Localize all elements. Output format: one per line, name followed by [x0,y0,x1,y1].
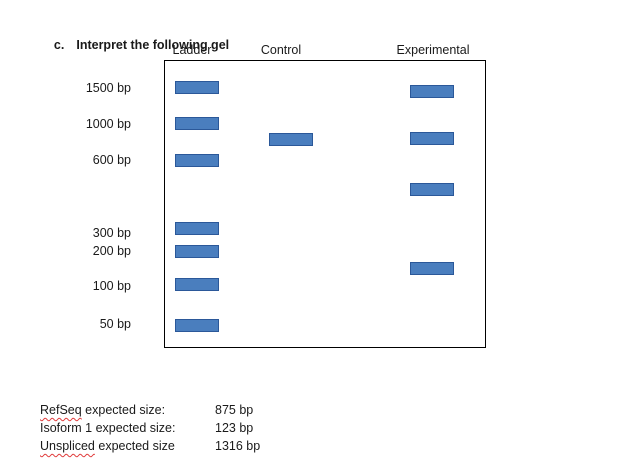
expected-size-label: Isoform 1 expected size: [40,421,176,435]
gel-band-experimental [410,183,454,196]
expected-size-value: 1316 bp [215,439,261,453]
gel-band-ladder [175,222,219,235]
expected-size-label: Unspliced expected size [40,439,175,453]
ladder-size-label: 1000 bp [85,117,131,131]
expected-size-value: 875 bp [215,403,254,417]
ladder-size-label: 200 bp [92,244,131,258]
misspelled-word: Unspliced [40,439,95,453]
lane-header-ladder: Ladder [172,43,212,57]
gel-box [164,60,486,348]
gel-band-ladder [175,117,219,130]
ladder-size-label: 50 bp [99,317,131,331]
ladder-size-label: 600 bp [92,153,131,167]
expected-size-value: 123 bp [215,421,254,435]
gel-band-ladder [175,278,219,291]
ladder-size-label: 1500 bp [85,81,131,95]
gel-band-experimental [410,262,454,275]
gel-band-control [269,133,313,146]
gel-band-ladder [175,81,219,94]
question-text: Interpret the following gel [76,38,230,52]
misspelled-word: RefSeq [40,403,82,417]
gel-band-ladder [175,319,219,332]
gel-band-ladder [175,154,219,167]
expected-size-label: RefSeq expected size: [40,403,166,417]
gel-band-ladder [175,245,219,258]
lane-header-control: Control [260,43,302,57]
question-title: c. Interpret the following gel [40,24,229,66]
gel-band-experimental [410,132,454,145]
question-index: c. [53,38,65,52]
ladder-size-label: 300 bp [92,226,131,240]
ladder-size-label: 100 bp [92,279,131,293]
lane-header-experimental: Experimental [396,43,470,57]
gel-band-experimental [410,85,454,98]
